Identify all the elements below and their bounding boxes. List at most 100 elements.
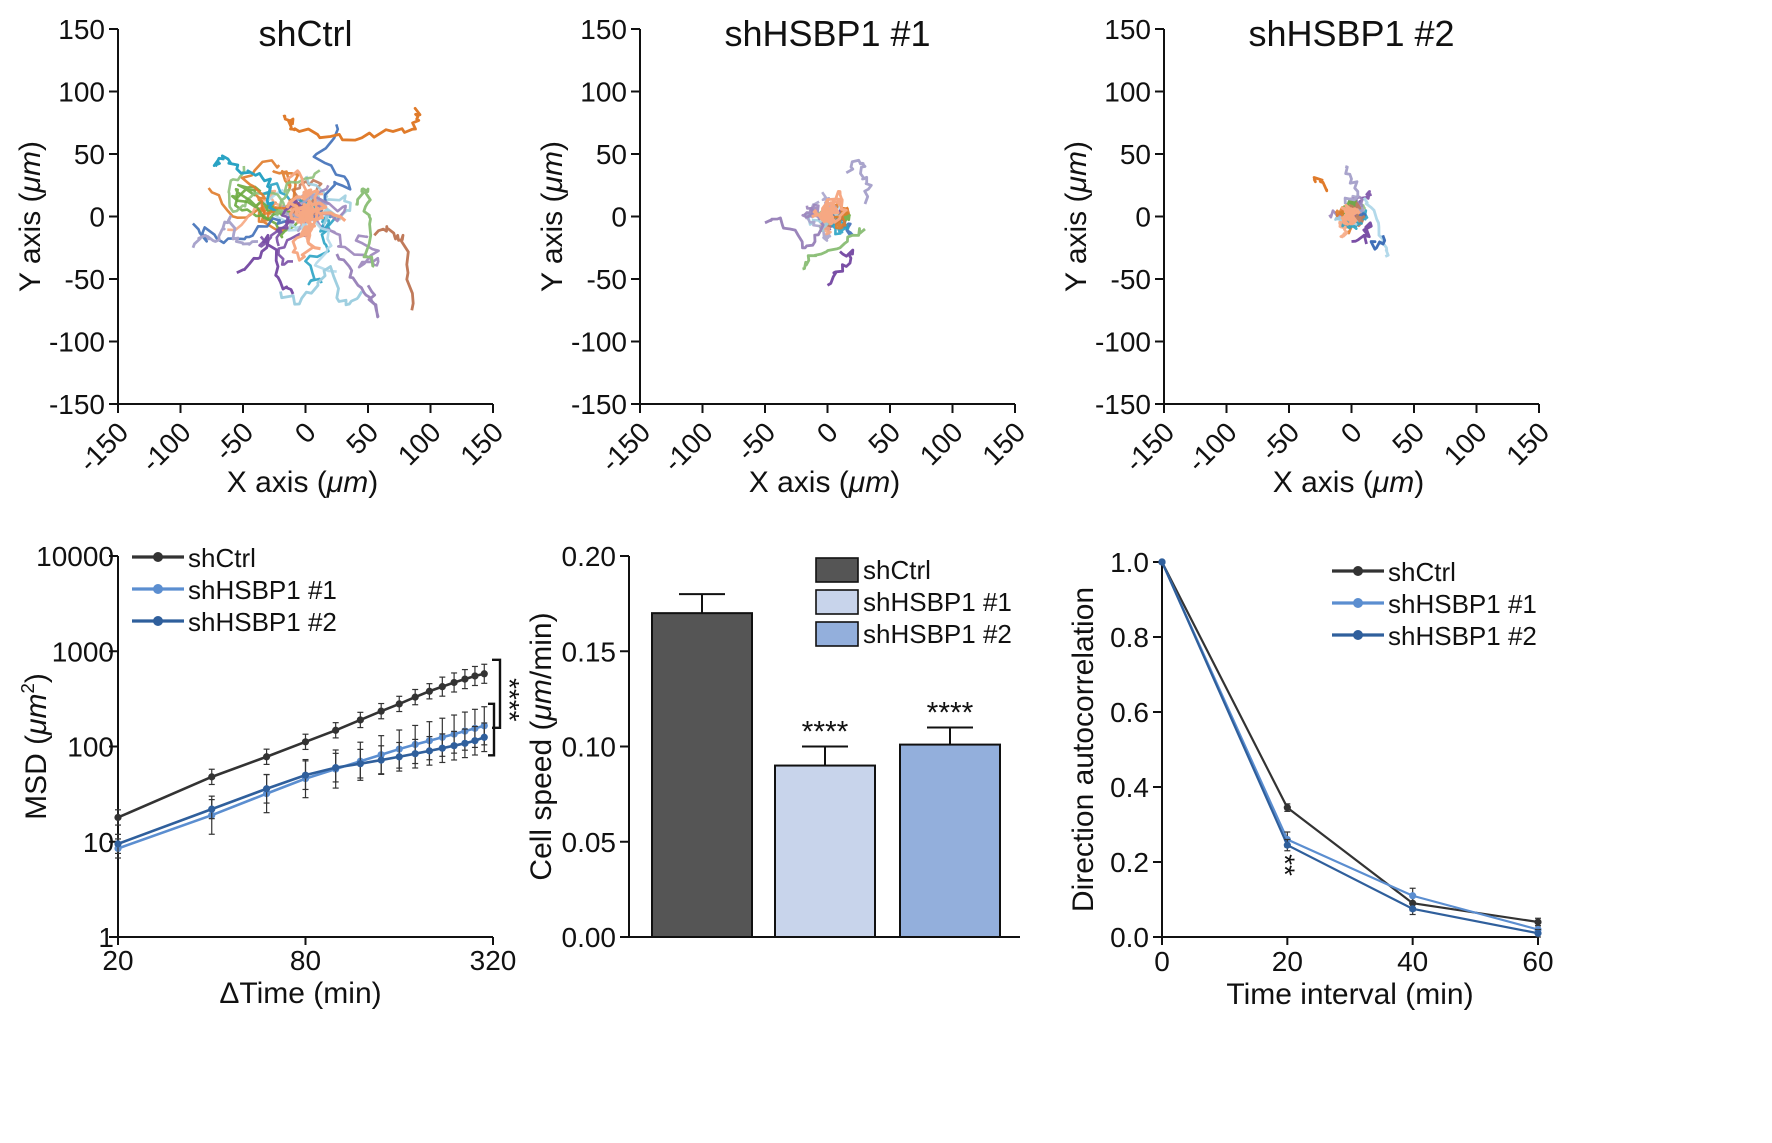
plot-title: shHSBP1 #2: [1248, 13, 1454, 54]
y-tick-label: -150: [49, 389, 105, 420]
x-tick-label: -50: [1255, 416, 1306, 467]
x-tick-label: 150: [1500, 416, 1555, 471]
bar: [900, 745, 1000, 937]
y-tick-label: 100: [1104, 77, 1151, 108]
x-tick-label: 20: [1272, 946, 1303, 977]
x-tick-label: 150: [454, 416, 509, 471]
legend-marker: [1353, 566, 1363, 576]
legend-label: shHSBP1 #2: [188, 607, 337, 637]
y-tick-label: 100: [67, 732, 114, 763]
y-tick-label: 50: [596, 139, 627, 170]
tracks-group: [193, 108, 420, 317]
legend-marker: [1353, 630, 1363, 640]
y-tick-label: 0.15: [562, 636, 617, 667]
significance-stars: ****: [927, 696, 974, 729]
y-tick-label: 1000: [52, 636, 114, 667]
bar: [775, 766, 875, 937]
direction-autocorrelation: 0.00.20.40.60.81.00 20 40 60Time interval (…: [1067, 547, 1554, 1011]
significance-bracket: [488, 704, 494, 755]
data-point: [481, 670, 488, 677]
x-tick-label: -100: [1181, 416, 1243, 478]
y-tick-label: 0.20: [562, 541, 617, 572]
data-point: [412, 694, 419, 701]
data-point: [461, 740, 468, 747]
y-tick-label: 0.0: [1110, 922, 1149, 953]
x-tick-label: -150: [595, 416, 657, 478]
data-point: [481, 734, 488, 741]
x-tick-label: 320: [470, 945, 517, 976]
data-point: [1409, 905, 1416, 912]
data-point: [412, 750, 419, 757]
x-axis-label: X axis (μm): [1273, 466, 1424, 499]
significance-stars: ****: [802, 716, 849, 749]
data-point: [378, 756, 385, 763]
y-tick-label: -150: [1095, 389, 1151, 420]
data-point: [332, 727, 339, 734]
cell-speed: 0.00 0.05 0.10 0.15 0.20 Cell speed (μm/min) *…: [525, 541, 1020, 953]
y-tick-label: 0.2: [1110, 847, 1149, 878]
y-tick-label: 10000: [36, 541, 114, 572]
cell-track: [1370, 235, 1384, 249]
y-axis-label: Cell speed (μm/min): [525, 612, 558, 880]
cell-track: [846, 160, 871, 204]
data-point: [426, 688, 433, 695]
y-tick-label: -100: [571, 327, 627, 358]
figure-canvas: 150100500-50-100-150-150 -100 -50 0 50 100 150…: [0, 0, 1772, 1143]
y-tick-label: 0.10: [562, 732, 617, 763]
y-tick-label: -50: [587, 264, 627, 295]
y-axis-label: Direction autocorrelation: [1067, 587, 1100, 912]
data-point: [461, 676, 468, 683]
y-axis-label: Y axis (μm): [536, 141, 569, 292]
tracks-group: [1314, 167, 1388, 257]
y-tick-label: 50: [1120, 139, 1151, 170]
x-tick-label: 150: [976, 416, 1031, 471]
x-axis-label: X axis (μm): [227, 466, 378, 499]
y-tick-label: 10: [83, 827, 114, 858]
y-axis-label: Y axis (μm): [1060, 141, 1093, 292]
cell-track: [283, 108, 420, 140]
legend-label: shHSBP1 #1: [188, 575, 337, 605]
legend-marker: [153, 616, 163, 626]
y-axis-label: MSD (μm2): [17, 673, 53, 820]
legend-marker: [153, 552, 163, 562]
legend-swatch: [816, 622, 858, 646]
y-tick-label: -50: [65, 264, 105, 295]
data-point: [1158, 558, 1165, 565]
data-point: [1284, 842, 1291, 849]
data-point: [302, 738, 309, 745]
x-tick-label: -150: [1119, 416, 1181, 478]
data-point: [1534, 918, 1541, 925]
data-point: [357, 716, 364, 723]
x-tick-label: 100: [914, 416, 969, 471]
data-point: [426, 747, 433, 754]
data-point: [1284, 804, 1291, 811]
y-tick-label: 0: [1135, 202, 1151, 233]
cell-track: [281, 267, 362, 305]
data-point: [450, 679, 457, 686]
data-point: [378, 708, 385, 715]
x-tick-label: -50: [731, 416, 782, 467]
x-tick-label: 40: [1397, 946, 1428, 977]
y-tick-label: 0.4: [1110, 772, 1149, 803]
x-axis-label: Time interval (min): [1226, 978, 1473, 1011]
data-point: [263, 753, 270, 760]
x-tick-label: -100: [135, 416, 197, 478]
y-tick-label: 0.6: [1110, 697, 1149, 728]
legend-swatch: [816, 590, 858, 614]
data-point: [302, 772, 309, 779]
y-tick-label: 0.05: [562, 827, 617, 858]
y-tick-label: 150: [1104, 14, 1151, 45]
y-tick-label: 0: [611, 202, 627, 233]
x-tick-label: -100: [657, 416, 719, 478]
data-point: [450, 742, 457, 749]
significance-stars: ****: [494, 678, 525, 722]
legend-label: shCtrl: [188, 543, 256, 573]
x-tick-label: 50: [862, 416, 906, 460]
x-tick-label: 100: [1438, 416, 1493, 471]
x-tick-label: -150: [73, 416, 135, 478]
x-tick-label: 0: [811, 416, 844, 449]
x-tick-label: 60: [1522, 946, 1553, 977]
y-tick-label: 0.00: [562, 922, 617, 953]
data-point: [208, 806, 215, 813]
legend-swatch: [816, 558, 858, 582]
